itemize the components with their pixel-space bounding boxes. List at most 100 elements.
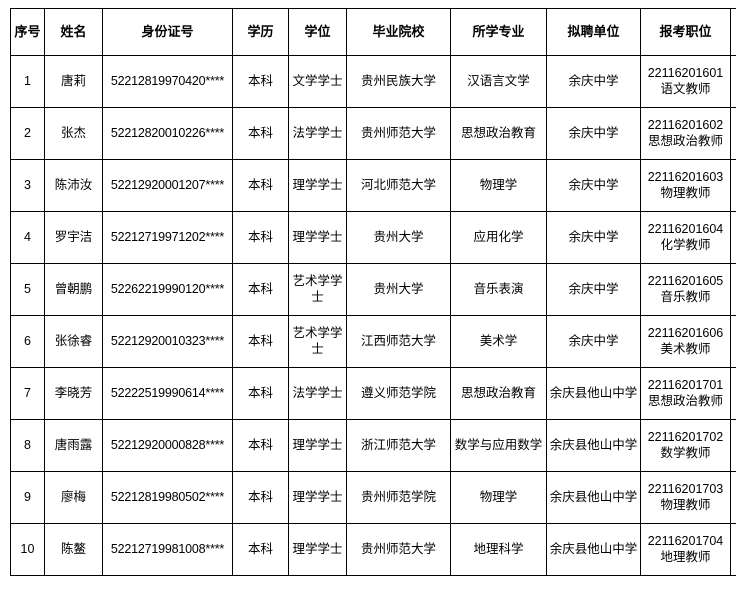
cell-post: 22116201603 物理教师 [640,159,731,212]
cell-school: 河北师范大学 [346,159,451,212]
cell-post: 22116201701 思想政治教师 [640,367,731,420]
cell-seq: 2 [10,107,45,160]
cell-degree: 艺术学学士 [288,263,347,316]
cell-id: 52212920001207**** [102,159,233,212]
cell-education: 本科 [232,107,289,160]
cell-unit: 余庆中学 [546,107,641,160]
cell-unit: 余庆县他山中学 [546,471,641,524]
cell-name: 曾朝鹏 [44,263,103,316]
cell-id: 52212719981008**** [102,523,233,576]
table-header-row: 序号 姓名 身份证号 学历 学位 毕业院校 所学专业 拟聘单位 报考职位 名次 [10,8,736,56]
cell-major: 美术学 [450,315,547,368]
cell-name: 张杰 [44,107,103,160]
cell-major: 思想政治教育 [450,367,547,420]
cell-school: 江西师范大学 [346,315,451,368]
cell-id: 52212719971202**** [102,211,233,264]
cell-major: 物理学 [450,471,547,524]
cell-name: 李晓芳 [44,367,103,420]
cell-id: 52212819970420**** [102,55,233,108]
cell-name: 唐莉 [44,55,103,108]
cell-id: 52262219990120**** [102,263,233,316]
cell-degree: 理学学士 [288,211,347,264]
cell-degree: 理学学士 [288,419,347,472]
cell-name: 陈鳌 [44,523,103,576]
cell-unit: 余庆中学 [546,315,641,368]
cell-major: 音乐表演 [450,263,547,316]
cell-major: 汉语言文学 [450,55,547,108]
cell-education: 本科 [232,315,289,368]
cell-seq: 1 [10,55,45,108]
cell-school: 贵州师范大学 [346,523,451,576]
cell-education: 本科 [232,523,289,576]
cell-unit: 余庆中学 [546,211,641,264]
table-row: 1 唐莉 52212819970420**** 本科 文学学士 贵州民族大学 汉语言文学 余庆… [10,55,736,108]
cell-school: 遵义师范学院 [346,367,451,420]
cell-school: 贵州师范大学 [346,107,451,160]
cell-degree: 法学学士 [288,107,347,160]
table-row: 2 张杰 52212820010226**** 本科 法学学士 贵州师范大学 思想政治教育余… [10,107,736,160]
candidates-table: 序号 姓名 身份证号 学历 学位 毕业院校 所学专业 拟聘单位 报考职位 名次 … [10,8,736,576]
cell-school: 贵州大学 [346,263,451,316]
table-header: 序号 姓名 身份证号 学历 学位 毕业院校 所学专业 拟聘单位 报考职位 名次 [10,8,736,56]
column-header-post: 报考职位 [640,8,731,56]
cell-rank: 1 [730,419,736,472]
column-header-name: 姓名 [44,8,103,56]
cell-major: 地理科学 [450,523,547,576]
cell-rank: 1 [730,107,736,160]
cell-rank: 1 [730,263,736,316]
cell-unit: 余庆县他山中学 [546,419,641,472]
cell-education: 本科 [232,55,289,108]
column-header-seq: 序号 [10,8,45,56]
cell-name: 唐雨露 [44,419,103,472]
cell-school: 浙江师范大学 [346,419,451,472]
cell-major: 数学与应用数学 [450,419,547,472]
column-header-school: 毕业院校 [346,8,451,56]
cell-rank: 1 [730,159,736,212]
cell-post: 22116201601 语文教师 [640,55,731,108]
cell-rank: 2 [730,211,736,264]
cell-seq: 10 [10,523,45,576]
table-row: 8 唐雨露 52212920000828**** 本科 理学学士 浙江师范大学 数学与应用数… [10,419,736,472]
cell-id: 52212920010323**** [102,315,233,368]
cell-seq: 7 [10,367,45,420]
cell-education: 本科 [232,263,289,316]
cell-unit: 余庆中学 [546,159,641,212]
cell-unit: 余庆中学 [546,55,641,108]
cell-unit: 余庆县他山中学 [546,367,641,420]
cell-rank: 1 [730,55,736,108]
column-header-education: 学历 [232,8,289,56]
cell-rank: 1 [730,315,736,368]
cell-education: 本科 [232,419,289,472]
cell-rank: 1 [730,523,736,576]
cell-seq: 5 [10,263,45,316]
cell-unit: 余庆中学 [546,263,641,316]
table-row: 9 廖梅 52212819980502**** 本科 理学学士 贵州师范学院 物理学 余庆县他… [10,471,736,524]
cell-id: 52222519990614**** [102,367,233,420]
cell-id: 52212819980502**** [102,471,233,524]
table-row: 7 李晓芳 52222519990614**** 本科 法学学士 遵义师范学院 思想政治教育… [10,367,736,420]
cell-major: 应用化学 [450,211,547,264]
cell-name: 罗宇洁 [44,211,103,264]
column-header-unit: 拟聘单位 [546,8,641,56]
cell-degree: 理学学士 [288,471,347,524]
cell-post: 22116201602 思想政治教师 [640,107,731,160]
cell-education: 本科 [232,159,289,212]
cell-seq: 9 [10,471,45,524]
cell-seq: 3 [10,159,45,212]
cell-name: 张徐睿 [44,315,103,368]
table-row: 6 张徐睿 52212920010323**** 本科 艺术学学士 江西师范大学 美术学 余庆… [10,315,736,368]
table-row: 10 陈鳌 52212719981008**** 本科 理学学士 贵州师范大学 地理科学 余庆… [10,523,736,576]
cell-school: 贵州民族大学 [346,55,451,108]
column-header-major: 所学专业 [450,8,547,56]
cell-id: 52212920000828**** [102,419,233,472]
cell-major: 思想政治教育 [450,107,547,160]
column-header-id: 身份证号 [102,8,233,56]
cell-school: 贵州师范学院 [346,471,451,524]
cell-degree: 文学学士 [288,55,347,108]
table-row: 3 陈沛汝 52212920001207**** 本科 理学学士 河北师范大学 物理学 余庆中… [10,159,736,212]
cell-degree: 艺术学学士 [288,315,347,368]
column-header-rank: 名次 [730,8,736,56]
cell-education: 本科 [232,211,289,264]
cell-major: 物理学 [450,159,547,212]
cell-seq: 6 [10,315,45,368]
